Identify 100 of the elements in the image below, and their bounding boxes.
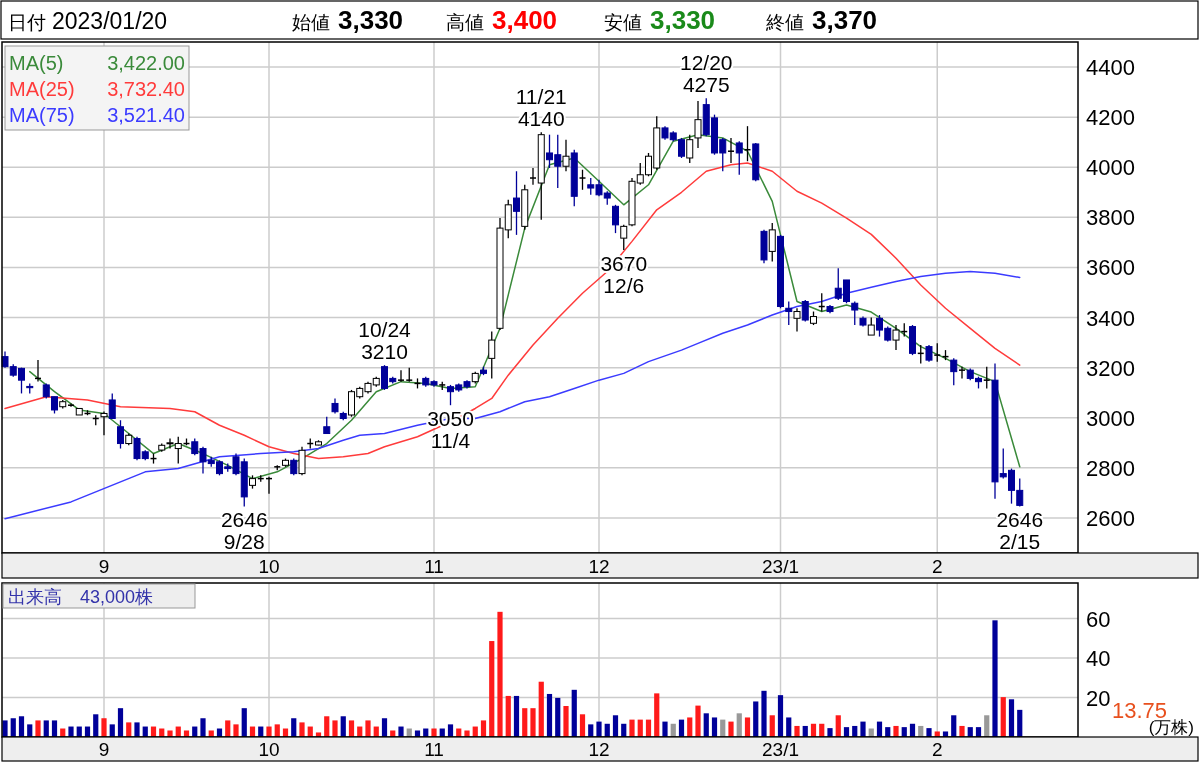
candlestick [950, 357, 958, 386]
bar [612, 715, 619, 737]
bar [951, 715, 957, 737]
x-tick-label: 9 [98, 739, 110, 760]
text: MA(25) [9, 78, 75, 100]
bar [225, 720, 231, 737]
bar [687, 717, 693, 737]
y-tick-label: 4000 [1086, 155, 1135, 181]
candlestick [933, 342, 941, 363]
bar [101, 718, 107, 737]
annotation: 12/20 4275 [679, 51, 733, 97]
x-tick-label: 9 [98, 556, 110, 577]
bar [126, 722, 132, 737]
bar [703, 713, 709, 737]
candlestick [488, 330, 496, 380]
y-tick-label: 4200 [1086, 105, 1135, 131]
bar [777, 695, 784, 737]
bar [1008, 699, 1015, 737]
x-tick-label: 12 [588, 556, 610, 577]
bar [596, 721, 602, 737]
text: 3,330 [650, 5, 716, 35]
text: MA(5) [9, 52, 64, 74]
bar [299, 722, 305, 737]
bar [51, 720, 58, 737]
y-tick-label: 20 [1086, 685, 1111, 711]
bar [348, 720, 355, 737]
x-tick-label: 23/1 [762, 739, 799, 760]
bar [662, 721, 668, 737]
bar [579, 714, 586, 737]
bar [505, 695, 511, 737]
candlestick [117, 419, 124, 450]
candlestick [513, 170, 520, 236]
bar [241, 708, 247, 737]
y-tick-label: 3400 [1086, 305, 1135, 331]
bar [786, 717, 792, 737]
bar [1000, 697, 1006, 737]
bar [68, 726, 74, 737]
bar [27, 724, 33, 737]
y-tick-label: 60 [1086, 606, 1111, 632]
bar [984, 715, 990, 737]
candlestick [397, 369, 405, 383]
bar [266, 726, 272, 737]
candlestick [100, 410, 108, 436]
candlestick [620, 224, 628, 251]
bar [340, 716, 346, 737]
candlestick [727, 137, 735, 164]
y-tick-label: 2600 [1086, 505, 1135, 531]
candlestick [108, 392, 116, 420]
bar [274, 724, 280, 737]
candlestick [768, 222, 776, 263]
bar [654, 693, 660, 737]
x-tick-label: 11 [424, 739, 444, 760]
bar [324, 716, 330, 737]
annotation: 10/24 3210 [358, 318, 412, 364]
x-tick-label: 2 [931, 556, 943, 577]
bar [233, 724, 239, 737]
candlestick [793, 307, 801, 333]
bar [538, 681, 544, 737]
bar [695, 705, 701, 737]
bar [563, 706, 569, 737]
text: 日付 [8, 12, 46, 33]
annotation: 3,732.40 [107, 78, 185, 100]
bar [35, 720, 41, 737]
x-tick-label: 10 [258, 556, 280, 577]
annotation: 3,521.40 [107, 104, 185, 126]
text: MA(75) [9, 104, 75, 126]
bar [2, 720, 8, 737]
y-tick-label: 2800 [1086, 455, 1135, 481]
bar [447, 724, 454, 737]
bar [291, 718, 297, 737]
bar [769, 715, 775, 737]
text: 始値 [292, 12, 330, 33]
bar [546, 693, 553, 737]
bar [711, 717, 718, 737]
bar [117, 708, 124, 737]
bar [109, 724, 115, 737]
bar [588, 724, 594, 737]
bar [18, 716, 25, 737]
line-series [4, 162, 1021, 460]
bar [134, 722, 140, 737]
candlestick [694, 100, 702, 149]
candlestick [562, 139, 570, 172]
x-tick-label: 10 [258, 739, 280, 760]
text: 3,400 [492, 5, 558, 35]
bar [93, 714, 99, 737]
bar [860, 721, 866, 737]
y-tick-label: 3000 [1086, 405, 1135, 431]
annotation: 11/21 4140 [515, 85, 567, 131]
y-tick-label: 3800 [1086, 205, 1135, 231]
bar [365, 720, 371, 737]
text: 高値 [446, 12, 484, 33]
bar [497, 611, 503, 737]
candlestick [67, 402, 75, 408]
bar [522, 708, 528, 737]
annotation: 2646 9/28 [220, 508, 268, 554]
y-tick-label: 3200 [1086, 355, 1135, 381]
x-tick-label: 23/1 [762, 556, 799, 577]
candlestick [801, 299, 809, 323]
bar [744, 717, 751, 737]
bar [571, 689, 577, 737]
